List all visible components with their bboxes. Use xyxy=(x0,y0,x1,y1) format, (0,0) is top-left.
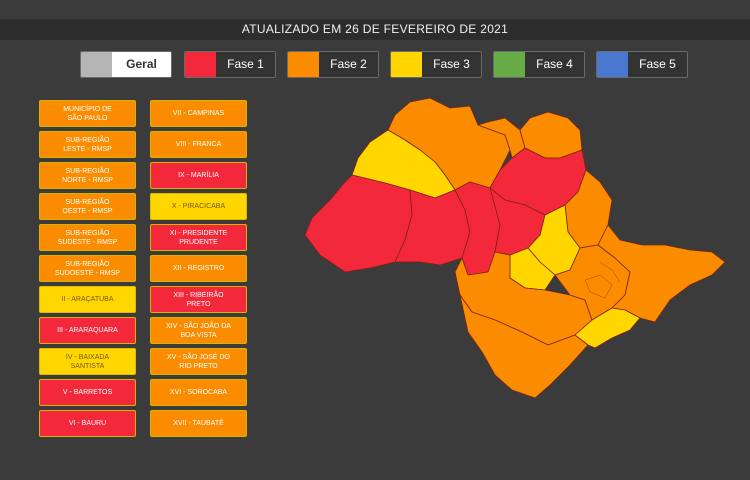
region-button-sorocaba[interactable]: XVI - SOROCABA xyxy=(150,379,247,406)
legend-swatch-geral xyxy=(81,52,112,77)
region-button-label: VIII - FRANCA xyxy=(175,141,222,148)
region-button-piracicaba[interactable]: X - PIRACICABA xyxy=(150,193,247,220)
region-button-label: IV - BAIXADA SANTISTA xyxy=(65,353,110,370)
phase-legend: Geral Fase 1 Fase 2 Fase 3 Fase 4 Fase 5 xyxy=(80,51,690,78)
map-region-marilia[interactable] xyxy=(394,189,471,266)
region-button-label: XIV - SÃO JOÃO DA BOA VISTA xyxy=(166,322,231,339)
region-button-sub-sudoeste[interactable]: SUB-REGIÃO SUDOESTE - RMSP xyxy=(39,255,136,282)
region-button-municipio-sao-paulo[interactable]: MUNICÍPIO DE SÃO PAULO xyxy=(39,100,136,127)
region-button-label: MUNICÍPIO DE SÃO PAULO xyxy=(63,105,112,122)
legend-label-fase4: Fase 4 xyxy=(525,52,584,77)
legend-fase3-button[interactable]: Fase 3 xyxy=(390,51,482,78)
region-button-label: III - ARARAQUARA xyxy=(57,327,118,334)
region-button-sub-leste[interactable]: SUB-REGIÃO LESTE - RMSP xyxy=(39,131,136,158)
region-button-label: SUB-REGIÃO NORTE - RMSP xyxy=(62,167,113,184)
legend-label-fase3: Fase 3 xyxy=(422,52,481,77)
region-button-label: VII - CAMPINAS xyxy=(172,110,225,117)
legend-label-geral: Geral xyxy=(112,52,171,77)
update-title: ATUALIZADO EM 26 DE FEVEREIRO DE 2021 xyxy=(241,22,509,36)
map-subregion-sao-paulo xyxy=(584,274,613,299)
map-region-registro[interactable] xyxy=(459,294,589,399)
region-button-label: SUB-REGIÃO SUDOESTE - RMSP xyxy=(55,260,120,277)
region-button-label: SUB-REGIÃO SUDESTE - RMSP xyxy=(57,229,118,246)
region-button-label: XVI - SOROCABA xyxy=(169,389,228,396)
region-button-label: XVII - TAUBATÉ xyxy=(173,420,224,427)
sao-paulo-state-map xyxy=(304,97,726,399)
legend-swatch-fase3 xyxy=(391,52,422,77)
region-button-taubate[interactable]: XVII - TAUBATÉ xyxy=(150,410,247,437)
legend-geral-button[interactable]: Geral xyxy=(80,51,172,78)
region-button-label: V - BARRETOS xyxy=(62,389,113,396)
region-button-campinas[interactable]: VII - CAMPINAS xyxy=(150,100,247,127)
region-button-label: X - PIRACICABA xyxy=(171,203,226,210)
legend-swatch-fase1 xyxy=(185,52,216,77)
region-button-label: II - ARAÇATUBA xyxy=(61,296,114,303)
region-button-label: XIII - RIBEIRÃO PRETO xyxy=(173,291,224,308)
region-button-label: VI - BAURU xyxy=(68,420,107,427)
legend-swatch-fase5 xyxy=(597,52,628,77)
map-subregion-border xyxy=(599,261,621,283)
region-button-barretos[interactable]: V - BARRETOS xyxy=(39,379,136,406)
region-button-bauru[interactable]: VI - BAURU xyxy=(39,410,136,437)
legend-swatch-fase4 xyxy=(494,52,525,77)
region-button-label: SUB-REGIÃO OESTE - RMSP xyxy=(62,198,113,215)
region-button-araraquara[interactable]: III - ARARAQUARA xyxy=(39,317,136,344)
map-region-presidente-prudente[interactable] xyxy=(304,174,413,273)
region-button-sub-sudeste[interactable]: SUB-REGIÃO SUDESTE - RMSP xyxy=(39,224,136,251)
legend-fase2-button[interactable]: Fase 2 xyxy=(287,51,379,78)
region-button-marilia[interactable]: IX - MARÍLIA xyxy=(150,162,247,189)
legend-fase1-button[interactable]: Fase 1 xyxy=(184,51,276,78)
region-button-sub-norte[interactable]: SUB-REGIÃO NORTE - RMSP xyxy=(39,162,136,189)
region-button-aracatuba[interactable]: II - ARAÇATUBA xyxy=(39,286,136,313)
region-button-label: XII - REGISTRO xyxy=(172,265,225,272)
region-button-ribeirao-preto[interactable]: XIII - RIBEIRÃO PRETO xyxy=(150,286,247,313)
legend-swatch-fase2 xyxy=(288,52,319,77)
legend-fase4-button[interactable]: Fase 4 xyxy=(493,51,585,78)
legend-label-fase1: Fase 1 xyxy=(216,52,275,77)
region-button-registro[interactable]: XII - REGISTRO xyxy=(150,255,247,282)
region-button-label: SUB-REGIÃO LESTE - RMSP xyxy=(63,136,112,153)
region-button-sao-joao-da-boa-vista[interactable]: XIV - SÃO JOÃO DA BOA VISTA xyxy=(150,317,247,344)
header-bar: ATUALIZADO EM 26 DE FEVEREIRO DE 2021 xyxy=(0,19,750,40)
legend-label-fase2: Fase 2 xyxy=(319,52,378,77)
legend-label-fase5: Fase 5 xyxy=(628,52,687,77)
region-button-sao-jose-do-rio-preto[interactable]: XV - SÃO JOSÉ DO RIO PRETO xyxy=(150,348,247,375)
region-button-baixada-santista[interactable]: IV - BAIXADA SANTISTA xyxy=(39,348,136,375)
legend-fase5-button[interactable]: Fase 5 xyxy=(596,51,688,78)
region-button-presidente-prudente[interactable]: XI - PRESIDENTE PRUDENTE xyxy=(150,224,247,251)
region-button-franca[interactable]: VIII - FRANCA xyxy=(150,131,247,158)
region-button-label: IX - MARÍLIA xyxy=(178,172,219,179)
region-button-label: XV - SÃO JOSÉ DO RIO PRETO xyxy=(166,353,230,370)
region-button-sub-oeste[interactable]: SUB-REGIÃO OESTE - RMSP xyxy=(39,193,136,220)
region-button-label: XI - PRESIDENTE PRUDENTE xyxy=(169,229,228,246)
map-region-baixada-santista[interactable] xyxy=(574,307,641,349)
map-region-taubate[interactable] xyxy=(597,224,726,323)
